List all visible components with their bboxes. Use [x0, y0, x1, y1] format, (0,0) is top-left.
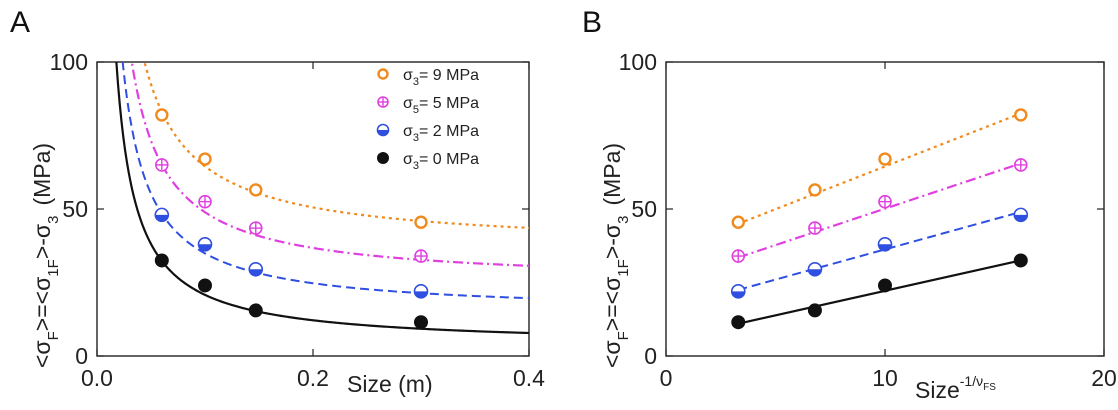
data-point-series-2-3 — [1013, 207, 1029, 223]
data-point-series-0-0 — [731, 215, 745, 229]
data-point-series-3-1 — [198, 278, 212, 293]
data-point-series-3-3 — [1013, 253, 1028, 268]
data-point-series-3-2 — [878, 278, 892, 293]
legend-label-3: σ3= 0 MPa — [403, 151, 479, 172]
data-point-series-0-1 — [198, 152, 212, 166]
fit-line-series-2 — [738, 210, 1022, 291]
data-point-series-0-3 — [1014, 108, 1028, 122]
x-tick-label: 10 — [872, 365, 898, 391]
y-tick-label: 0 — [644, 343, 657, 369]
panel-a-x-label: Size (m) — [347, 371, 433, 397]
panel-b: B 0 50 100 0 10 20 <σF>=<σ1F>-σ3(MPa) Size-1… — [582, 6, 1117, 403]
panel-b-y-ticks: 0 50 100 — [619, 49, 1104, 369]
panel-a-legend: σ3= 9 MPa σ5= 5 MPa σ3= 2 MPa σ3= 0 MPa — [376, 67, 479, 172]
x-tick-label: 20 — [1091, 365, 1117, 391]
fit-curve-series-1 — [130, 62, 529, 267]
fit-line-series-1 — [737, 162, 1022, 259]
legend-label-0: σ3= 9 MPa — [403, 67, 479, 88]
fit-curve-series-0 — [143, 62, 529, 229]
y-tick-label: 100 — [50, 49, 88, 75]
legend-label-2: σ3= 2 MPa — [403, 123, 479, 144]
panel-b-letter: B — [582, 6, 602, 39]
x-tick-label: 0.0 — [81, 365, 113, 391]
x-tick-label: 0.4 — [513, 365, 545, 391]
panel-b-x-ticks: 0 10 20 — [660, 62, 1117, 391]
data-point-series-3-2 — [248, 303, 263, 318]
data-point-series-1-0 — [731, 249, 746, 263]
legend-marker-0 — [377, 68, 389, 80]
x-tick-label: 0 — [660, 365, 673, 391]
data-point-series-0-1 — [808, 183, 822, 197]
panel-a: A 0 50 100 0.0 0.2 0.4 <σF>=<σ1F>-σ3(MPa) Si… — [10, 6, 545, 397]
data-point-series-2-1 — [197, 236, 213, 252]
y-tick-label: 50 — [62, 196, 88, 222]
data-point-series-0-0 — [155, 108, 169, 122]
data-point-series-0-3 — [414, 215, 428, 229]
panel-b-fit-lines — [737, 112, 1022, 325]
fit-curve-series-2 — [121, 62, 529, 300]
data-point-series-0-2 — [249, 183, 263, 197]
panel-a-x-ticks: 0.0 0.2 0.4 — [81, 62, 545, 391]
data-point-series-2-0 — [154, 207, 170, 223]
data-point-series-3-0 — [731, 315, 746, 330]
legend-marker-1 — [377, 96, 389, 108]
data-point-series-1-3 — [414, 249, 428, 263]
data-point-series-1-1 — [198, 194, 212, 209]
y-tick-label: 50 — [631, 196, 657, 222]
data-point-series-1-3 — [1013, 158, 1028, 172]
data-point-series-1-1 — [808, 221, 822, 235]
data-point-series-2-1 — [807, 261, 823, 277]
data-point-series-2-3 — [413, 284, 429, 299]
legend-marker-3 — [377, 152, 389, 164]
panel-a-y-label: <σF>=<σ1F>-σ3(MPa) — [29, 143, 62, 368]
x-tick-label: 0.2 — [297, 365, 329, 391]
data-point-series-1-2 — [878, 194, 892, 209]
data-point-series-3-3 — [414, 315, 428, 330]
data-point-series-1-2 — [248, 221, 263, 235]
data-point-series-2-2 — [248, 261, 264, 277]
data-point-series-3-0 — [154, 253, 169, 268]
fit-line-series-3 — [738, 259, 1022, 325]
fit-line-series-0 — [737, 112, 1022, 225]
legend-marker-2 — [376, 123, 390, 137]
data-point-series-3-1 — [807, 303, 822, 318]
y-tick-label: 0 — [75, 343, 88, 369]
panel-b-x-label: Size-1/νFS — [915, 373, 996, 403]
panel-a-fit-curves — [115, 62, 529, 335]
data-point-series-2-2 — [877, 236, 893, 252]
panel-a-y-ticks: 0 50 100 — [50, 49, 529, 369]
panel-b-y-label: <σF>=<σ1F>-σ3(MPa) — [599, 143, 632, 368]
y-tick-label: 100 — [619, 49, 657, 75]
data-point-series-1-0 — [155, 158, 169, 172]
legend-label-1: σ5= 5 MPa — [403, 95, 479, 116]
panel-b-points — [730, 108, 1029, 330]
data-point-series-0-2 — [878, 152, 892, 166]
panel-a-points — [154, 108, 429, 330]
fit-curve-series-3 — [115, 62, 529, 335]
panel-a-letter: A — [10, 6, 30, 39]
data-point-series-2-0 — [730, 284, 746, 299]
